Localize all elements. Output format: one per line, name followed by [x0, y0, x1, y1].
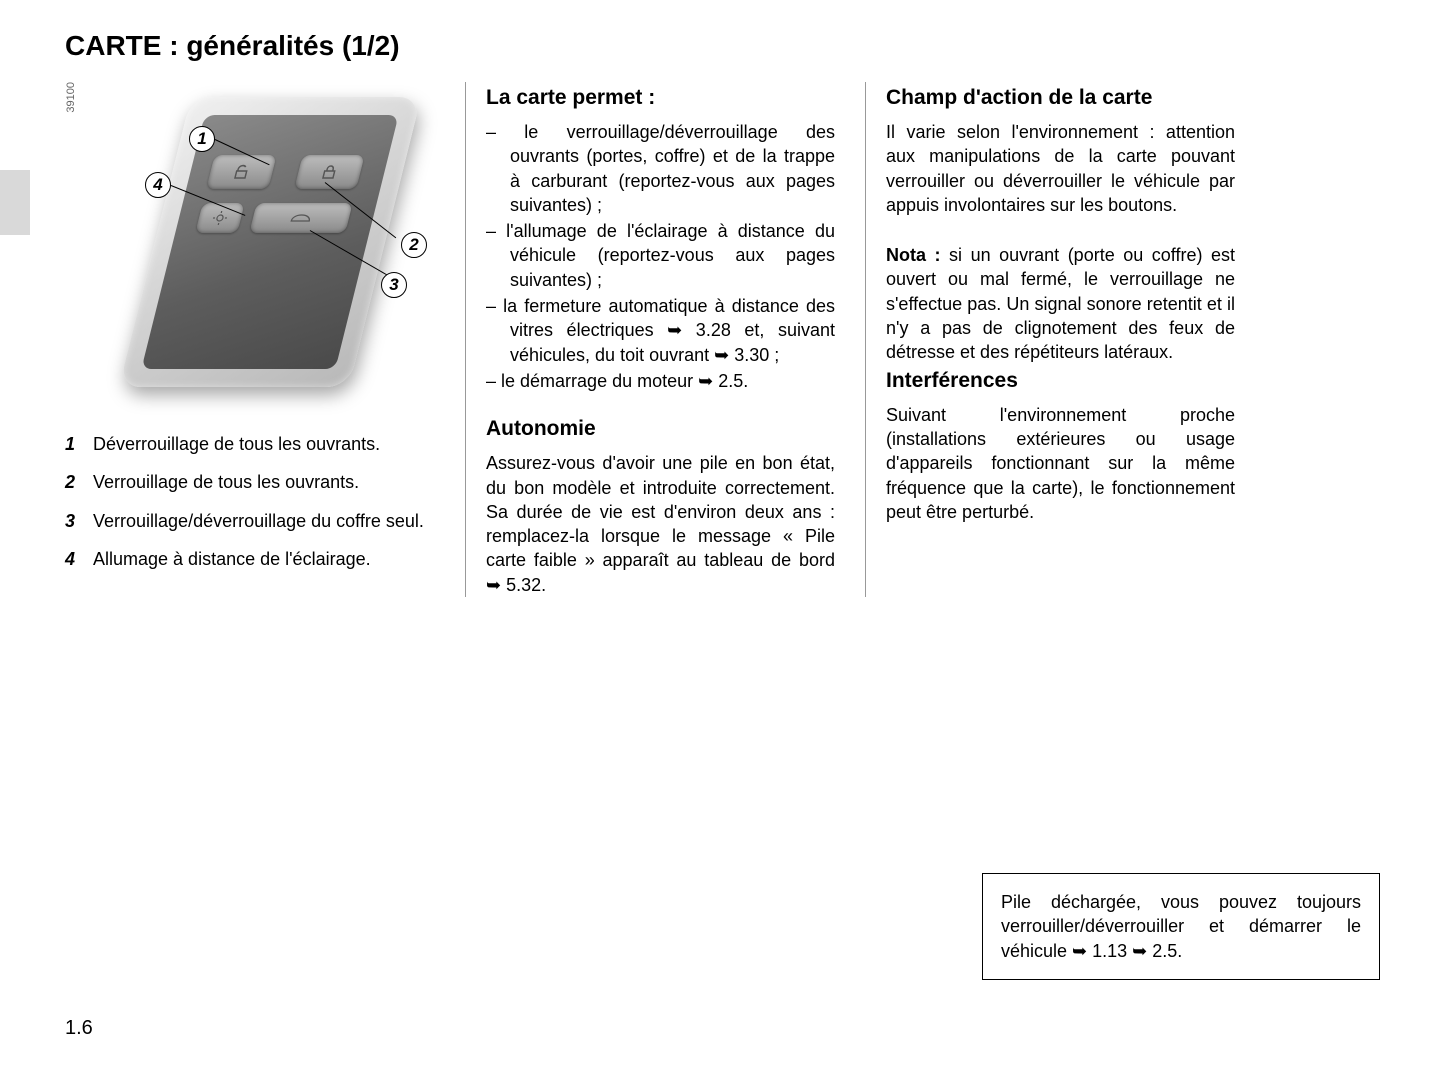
callout-1: 1 [189, 126, 215, 152]
callout-2: 2 [401, 232, 427, 258]
column-3: Champ d'action de la carte Il varie selo… [865, 82, 1265, 597]
autonomie-text: Assurez-vous d'avoir une pile en bon éta… [486, 451, 835, 597]
callout-4: 4 [145, 172, 171, 198]
heading-champ: Champ d'action de la carte [886, 86, 1235, 110]
legend-num: 2 [65, 470, 81, 494]
list-item: l'allumage de l'éclairage à distance du … [486, 219, 835, 292]
legend-text: Déverrouillage de tous les ouvrants. [93, 432, 380, 456]
legend-item: 2 Verrouillage de tous les ouvrants. [65, 470, 435, 494]
legend-text: Verrouillage de tous les ouvrants. [93, 470, 359, 494]
manual-page: CARTE : généralités (1/2) 39100 [0, 0, 1445, 1070]
keycard-figure: 39100 [65, 82, 435, 392]
list-item: le démarrage du moteur ➥ 2.5. [486, 369, 835, 393]
heading-interferences: Interférences [886, 369, 1235, 393]
column-2: La carte permet : le verrouillage/déverr… [465, 82, 865, 597]
permet-list: le verrouillage/déverrouillage des ouvra… [486, 120, 835, 393]
side-tab [0, 170, 30, 235]
unlock-icon [206, 155, 276, 189]
nota-label: Nota : [886, 245, 941, 265]
legend-num: 3 [65, 509, 81, 533]
legend-num: 1 [65, 432, 81, 456]
keycard-illustration [119, 97, 421, 387]
heading-permet: La carte permet : [486, 86, 835, 110]
lock-icon [294, 155, 364, 189]
interferences-text: Suivant l'environnement proche (installa… [886, 403, 1235, 524]
nota-paragraph: Nota : si un ouvrant (porte ou coffre) e… [886, 243, 1235, 364]
columns: 39100 [65, 82, 1385, 597]
legend-item: 1 Déverrouillage de tous les ouvrants. [65, 432, 435, 456]
page-number: 1.6 [65, 1017, 93, 1040]
heading-autonomie: Autonomie [486, 417, 835, 441]
figure-legend: 1 Déverrouillage de tous les ouvrants. 2V… [65, 432, 435, 571]
callout-3: 3 [381, 272, 407, 298]
legend-num: 4 [65, 547, 81, 571]
legend-item: 3 Verrouillage/déverrouillage du coffre s… [65, 509, 435, 533]
trunk-icon [249, 203, 352, 233]
list-item: le verrouillage/déverrouillage des ouvra… [486, 120, 835, 217]
legend-item: 4 Allumage à distance de l'éclairage. [65, 547, 435, 571]
legend-text: Verrouillage/déverrouillage du coffre se… [93, 509, 424, 533]
column-1: 39100 [65, 82, 465, 597]
figure-code: 39100 [65, 82, 77, 113]
legend-text: Allumage à distance de l'éclairage. [93, 547, 371, 571]
title-sub: (1/2) [342, 30, 400, 61]
list-item: la fermeture automatique à distance des … [486, 294, 835, 367]
champ-text: Il varie selon l'environnement : attenti… [886, 120, 1235, 217]
title-main: CARTE : généralités [65, 30, 334, 61]
page-title: CARTE : généralités (1/2) [65, 30, 1385, 62]
light-icon [195, 203, 244, 233]
note-box: Pile déchargée, vous pouvez toujours ver… [982, 873, 1380, 980]
